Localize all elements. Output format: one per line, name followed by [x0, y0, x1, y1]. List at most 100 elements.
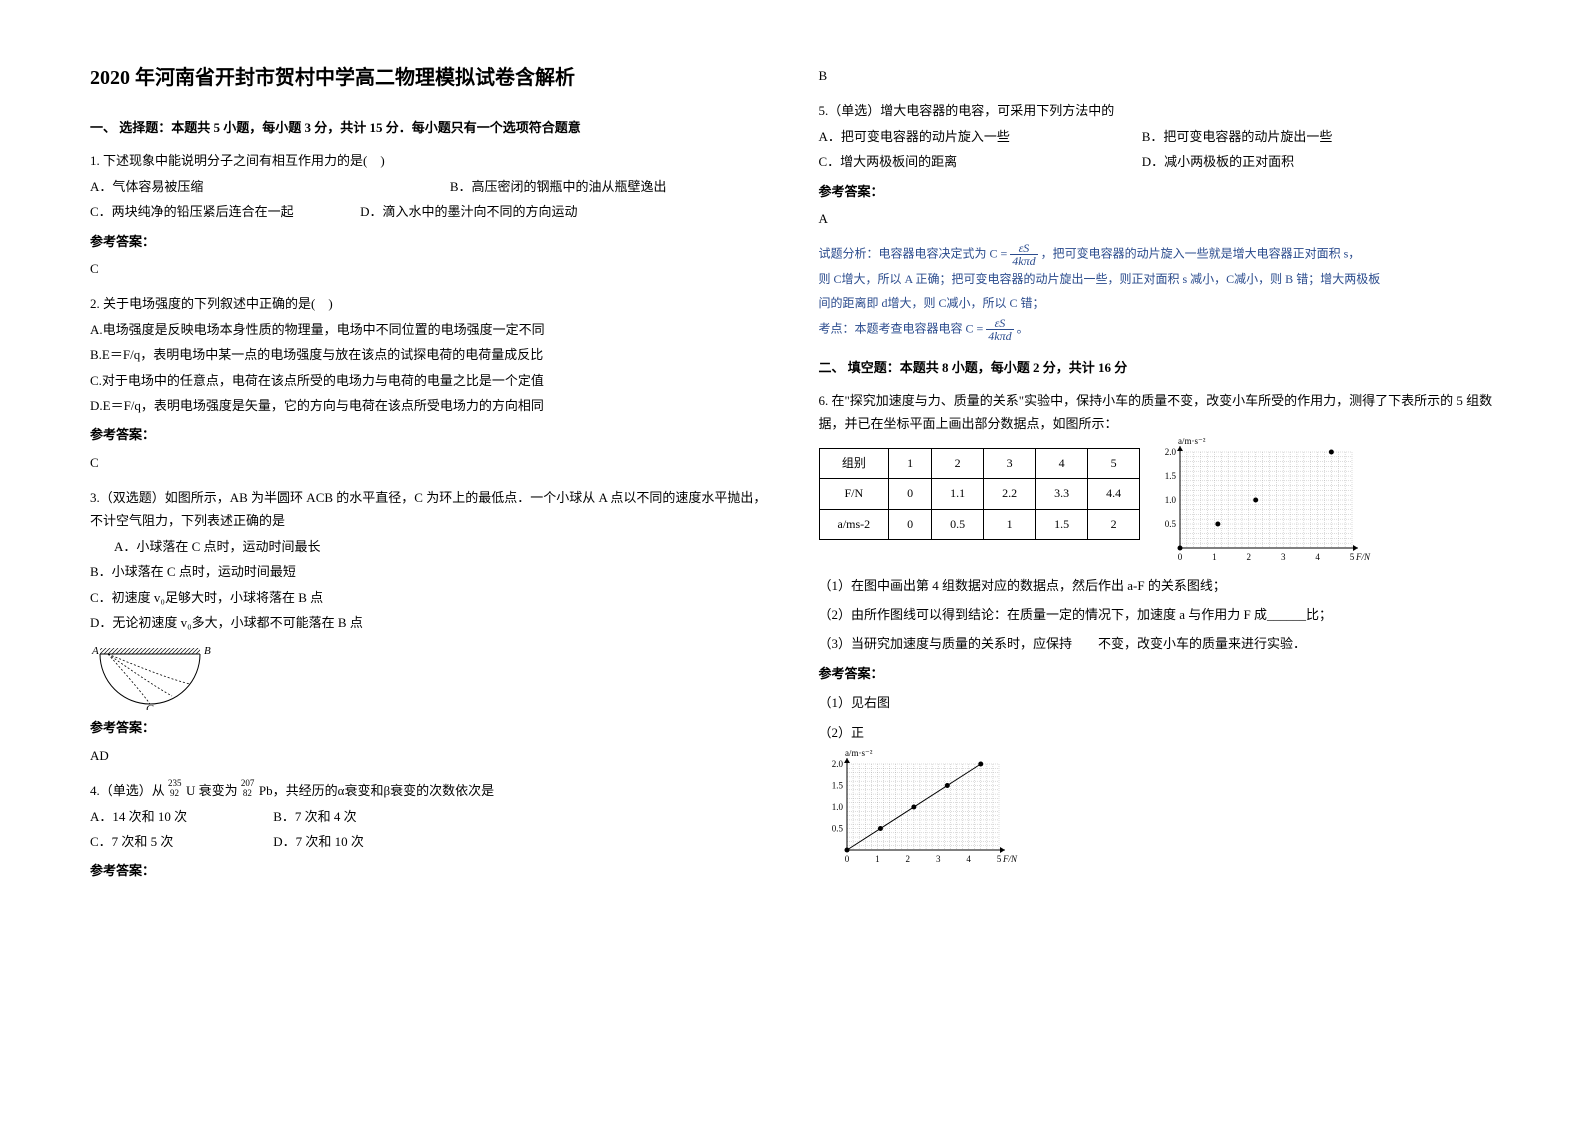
q2-optD: D.E＝F/q，表明电场强度是矢量，它的方向与电荷在该点所受电场力的方向相同 — [90, 394, 769, 417]
q6-table-chart-row: 组别12345 F/N01.12.23.34.4 a/ms-200.511.52… — [819, 438, 1498, 568]
svg-text:F/N: F/N — [1002, 854, 1018, 864]
q5-answer-label: 参考答案： — [819, 180, 1498, 203]
q3-figure: A B C — [90, 640, 769, 710]
svg-text:0.5: 0.5 — [1165, 519, 1177, 529]
question-2: 2. 关于电场强度的下列叙述中正确的是( ) A.电场强度是反映电场本身性质的物… — [90, 292, 769, 474]
table-row: F/N01.12.23.34.4 — [819, 479, 1140, 510]
table-cell: 1.1 — [932, 479, 984, 510]
left-column: 2020 年河南省开封市贺村中学高二物理模拟试卷含解析 一、 选择题：本题共 5… — [90, 60, 769, 891]
q4-answer-label: 参考答案： — [90, 859, 769, 882]
q5-optB: B．把可变电容器的动片旋出一些 — [1142, 129, 1333, 144]
svg-text:4: 4 — [1316, 552, 1321, 562]
q2-optC: C.对于电场中的任意点，电荷在该点所受的电场力与电荷的电量之比是一个定值 — [90, 369, 769, 392]
table-cell: 0 — [889, 509, 932, 540]
q5-optD: D．减小两极板的正对面积 — [1142, 154, 1294, 169]
q2-answer-label: 参考答案： — [90, 423, 769, 446]
svg-text:2: 2 — [905, 854, 910, 864]
q5-frac-bot1: 4kπd — [1010, 255, 1037, 267]
fig-label-C: C — [146, 703, 154, 710]
q5-fraction2: εS4kπd — [986, 317, 1013, 342]
svg-text:0: 0 — [1178, 552, 1183, 562]
q4-u: U — [186, 783, 195, 798]
q6-sub2: （2）由所作图线可以得到结论：在质量一定的情况下，加速度 a 与作用力 F 成_… — [819, 603, 1498, 626]
q4-optA: A．14 次和 10 次 — [90, 805, 270, 828]
table-cell: 3.3 — [1036, 479, 1088, 510]
svg-text:a/m·s⁻²: a/m·s⁻² — [1178, 438, 1206, 446]
question-1: 1. 下述现象中能说明分子之间有相互作用力的是( ) A．气体容易被压缩 B．高… — [90, 149, 769, 280]
q1-optC: C．两块纯净的铅压紧后连合在一起 — [90, 204, 294, 219]
q6-ans2: （2）正 — [819, 721, 1498, 744]
q6-ans1: （1）见右图 — [819, 691, 1498, 714]
q5-analysis4-post: 。 — [1014, 321, 1029, 335]
page-title: 2020 年河南省开封市贺村中学高二物理模拟试卷含解析 — [90, 60, 769, 96]
q2-stem: 2. 关于电场强度的下列叙述中正确的是( ) — [90, 292, 769, 315]
q5-analysis: 试题分析：电容器电容决定式为 C = εS4kπd ，把可变电容器的动片旋入一些… — [819, 242, 1498, 341]
q4-answer: B — [819, 64, 1498, 87]
q2-optB: B.E＝F/q，表明电场中某一点的电场强度与放在该点的试探电荷的电荷量成反比 — [90, 343, 769, 366]
right-column: B 5.（单选）增大电容器的电容，可采用下列方法中的 A．把可变电容器的动片旋入… — [819, 60, 1498, 891]
table-cell: 2.2 — [984, 479, 1036, 510]
svg-text:2: 2 — [1247, 552, 1252, 562]
fig-label-B: B — [204, 645, 211, 657]
table-row: a/ms-200.511.52 — [819, 509, 1140, 540]
q4-z2: 82 — [243, 785, 252, 801]
q5-analysis2: 则 C增大，所以 A 正确；把可变电容器的动片旋出一些，则正对面积 s 减小，C… — [819, 269, 1498, 291]
svg-text:F/N: F/N — [1355, 552, 1371, 562]
svg-text:1.5: 1.5 — [1165, 471, 1177, 481]
svg-text:1.0: 1.0 — [1165, 495, 1177, 505]
q4-optC: C．7 次和 5 次 — [90, 830, 270, 853]
svg-text:4: 4 — [966, 854, 971, 864]
svg-text:5: 5 — [1350, 552, 1355, 562]
svg-text:1: 1 — [875, 854, 880, 864]
q4-optD: D．7 次和 10 次 — [273, 834, 364, 849]
table-cell: 4.4 — [1088, 479, 1140, 510]
table-cell: 2 — [932, 448, 984, 479]
q5-optC: C．增大两极板间的距离 — [819, 150, 1139, 173]
q3-stem: 3.（双选题）如图所示，AB 为半圆环 ACB 的水平直径，C 为环上的最低点．… — [90, 486, 769, 533]
q3-optB: B．小球落在 C 点时，运动时间最短 — [90, 560, 769, 583]
q6-data-table: 组别12345 F/N01.12.23.34.4 a/ms-200.511.52 — [819, 448, 1141, 541]
question-4: 4.（单选）从 23592U 衰变为 20782Pb，共经历的α衰变和β衰变的次… — [90, 779, 769, 883]
svg-text:2.0: 2.0 — [1165, 447, 1177, 457]
table-cell: 0.5 — [932, 509, 984, 540]
q6-stem: 6. 在"探究加速度与力、质量的关系"实验中，保持小车的质量不变，改变小车所受的… — [819, 389, 1498, 436]
question-3: 3.（双选题）如图所示，AB 为半圆环 ACB 的水平直径，C 为环上的最低点．… — [90, 486, 769, 767]
svg-text:0: 0 — [844, 854, 849, 864]
q1-answer: C — [90, 257, 769, 280]
table-cell: 1 — [889, 448, 932, 479]
table-cell: F/N — [819, 479, 889, 510]
q1-optB: B．高压密闭的钢瓶中的油从瓶壁逸出 — [450, 179, 667, 194]
section1-heading: 一、 选择题：本题共 5 小题，每小题 3 分，共计 15 分．每小题只有一个选… — [90, 116, 769, 139]
q6-answer-label: 参考答案： — [819, 662, 1498, 685]
q4-stem-part2: ，共经历的α衰变和β衰变的次数依次是 — [273, 783, 494, 798]
table-cell: 2 — [1088, 509, 1140, 540]
q4-pb: Pb — [259, 783, 273, 798]
q5-frac-top2: εS — [986, 317, 1013, 330]
question-5: 5.（单选）增大电容器的电容，可采用下列方法中的 A．把可变电容器的动片旋入一些… — [819, 99, 1498, 341]
table-cell: 4 — [1036, 448, 1088, 479]
q4-stem-part1: 4.（单选）从 — [90, 783, 168, 798]
q6-sub3: （3）当研究加速度与质量的关系时，应保持 不变，改变小车的质量来进行实验． — [819, 632, 1498, 655]
q1-optA: A．气体容易被压缩 — [90, 179, 203, 194]
q5-optA: A．把可变电容器的动片旋入一些 — [819, 125, 1139, 148]
q3-optA: A．小球落在 C 点时，运动时间最长 — [90, 535, 769, 558]
q1-optD: D．滴入水中的墨汁向不同的方向运动 — [360, 204, 577, 219]
q5-fraction1: εS4kπd — [1010, 242, 1037, 267]
q1-answer-label: 参考答案： — [90, 230, 769, 253]
q4-optB: B．7 次和 4 次 — [273, 809, 356, 824]
table-cell: a/ms-2 — [819, 509, 889, 540]
table-cell: 0 — [889, 479, 932, 510]
svg-text:1.0: 1.0 — [831, 802, 843, 812]
q4-stem: 4.（单选）从 23592U 衰变为 20782Pb，共经历的α衰变和β衰变的次… — [90, 779, 769, 802]
q3-answer-label: 参考答案： — [90, 716, 769, 739]
table-cell: 1 — [984, 509, 1036, 540]
svg-text:3: 3 — [1281, 552, 1286, 562]
q4-stem-mid: 衰变为 — [195, 783, 241, 798]
q2-optA: A.电场强度是反映电场本身性质的物理量，电场中不同位置的电场强度一定不同 — [90, 318, 769, 341]
q5-frac-bot2: 4kπd — [986, 330, 1013, 342]
svg-text:1: 1 — [1212, 552, 1217, 562]
svg-text:1.5: 1.5 — [831, 781, 843, 791]
section2-heading: 二、 填空题：本题共 8 小题，每小题 2 分，共计 16 分 — [819, 356, 1498, 379]
svg-text:3: 3 — [935, 854, 940, 864]
svg-text:2.0: 2.0 — [831, 759, 843, 769]
